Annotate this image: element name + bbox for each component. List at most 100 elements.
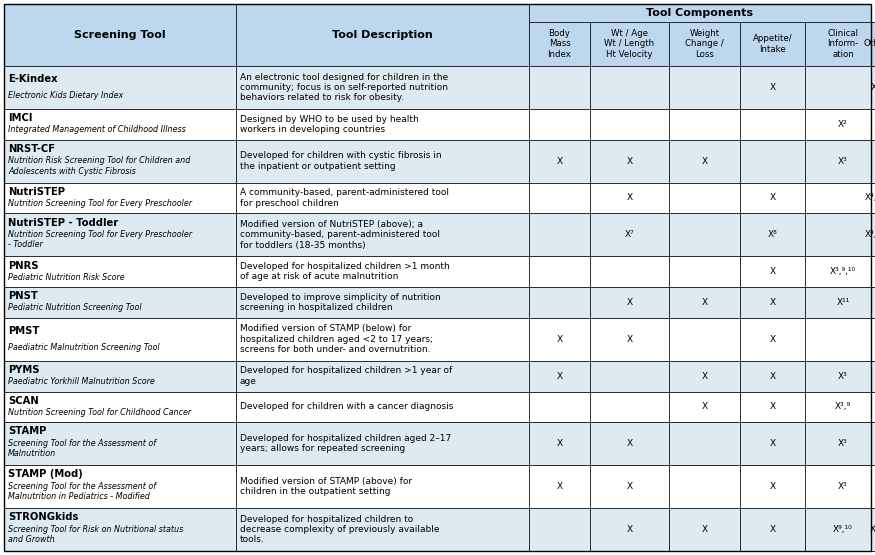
Text: Nutrition Screening Tool for Every Preschooler: Nutrition Screening Tool for Every Presc… [8, 199, 192, 208]
Bar [4, 465, 236, 508]
Bar [4, 256, 236, 287]
Bar [529, 183, 590, 213]
Bar [4, 287, 236, 318]
Bar [236, 287, 529, 318]
Bar [871, 213, 875, 256]
Text: X³: X³ [838, 157, 848, 165]
Bar [740, 391, 805, 422]
Bar [669, 109, 740, 140]
Text: X: X [626, 525, 633, 534]
Bar [871, 361, 875, 391]
Bar [871, 422, 875, 465]
Text: NutriSTEP - Toddler: NutriSTEP - Toddler [8, 218, 118, 228]
Text: STRONGkids: STRONGkids [8, 512, 79, 522]
Bar [590, 422, 669, 465]
Text: X: X [556, 482, 563, 491]
Bar [669, 256, 740, 287]
Bar [669, 508, 740, 551]
Bar [529, 318, 590, 361]
Bar [590, 287, 669, 318]
Bar [590, 109, 669, 140]
Text: X³: X³ [838, 372, 848, 381]
Bar [236, 361, 529, 391]
Text: X: X [769, 525, 775, 534]
Bar [740, 287, 805, 318]
Bar [740, 508, 805, 551]
Text: X⁸: X⁸ [767, 230, 777, 239]
Bar [529, 391, 590, 422]
Text: NRST-CF: NRST-CF [8, 144, 55, 154]
Bar [590, 183, 669, 213]
Text: Screening Tool: Screening Tool [74, 30, 166, 40]
Bar [4, 422, 236, 465]
Text: Weight
Change /
Loss: Weight Change / Loss [685, 29, 724, 59]
Text: NutriSTEP: NutriSTEP [8, 187, 65, 197]
Text: X³,⁹: X³,⁹ [835, 402, 851, 411]
Text: An electronic tool designed for children in the
community; focus is on self-repo: An electronic tool designed for children… [240, 73, 448, 102]
Bar [669, 318, 740, 361]
Text: X: X [626, 482, 633, 491]
Text: Electronic Kids Dietary Index: Electronic Kids Dietary Index [8, 90, 123, 100]
Bar [529, 508, 590, 551]
Bar [871, 256, 875, 287]
Text: X: X [769, 267, 775, 276]
Bar [529, 465, 590, 508]
Text: X¹¹: X¹¹ [836, 298, 850, 307]
Bar [805, 183, 875, 213]
Text: X¹²: X¹² [870, 525, 875, 534]
Bar [529, 140, 590, 183]
Text: SCAN: SCAN [8, 396, 38, 406]
Text: X: X [769, 372, 775, 381]
Bar [529, 256, 590, 287]
Text: Nutrition Risk Screening Tool for Children and
Adolescents with Cystic Fibrosis: Nutrition Risk Screening Tool for Childr… [8, 157, 191, 176]
Text: Screening Tool for the Assessment of
Malnutrition in Pediatrics - Modified: Screening Tool for the Assessment of Mal… [8, 482, 156, 501]
Bar [4, 4, 236, 66]
Bar [871, 508, 875, 551]
Text: Modified version of STAMP (below) for
hospitalized children aged <2 to 17 years;: Modified version of STAMP (below) for ho… [240, 324, 433, 354]
Bar [669, 66, 740, 109]
Text: X²: X² [838, 120, 848, 129]
Text: X⁹,¹⁰: X⁹,¹⁰ [833, 525, 853, 534]
Bar [4, 213, 236, 256]
Bar [236, 183, 529, 213]
Bar [236, 4, 529, 66]
Bar [805, 140, 875, 183]
Bar [236, 140, 529, 183]
Bar [740, 318, 805, 361]
Bar [740, 256, 805, 287]
Text: X: X [556, 335, 563, 344]
Bar [871, 109, 875, 140]
Text: Tool Components: Tool Components [647, 8, 753, 18]
Text: A community-based, parent-administered tool
for preschool children: A community-based, parent-administered t… [240, 188, 449, 208]
Text: Clinical
Inform-
ation: Clinical Inform- ation [828, 29, 858, 59]
Text: IMCI: IMCI [8, 113, 32, 123]
Text: X: X [556, 157, 563, 165]
Bar [590, 66, 669, 109]
Text: Modified version of STAMP (above) for
children in the outpatient setting: Modified version of STAMP (above) for ch… [240, 477, 412, 496]
Text: PMST: PMST [8, 326, 39, 336]
Text: Developed for children with a cancer diagnosis: Developed for children with a cancer dia… [240, 402, 453, 411]
Bar [590, 318, 669, 361]
Bar [871, 183, 875, 213]
Bar [805, 508, 875, 551]
Bar [669, 22, 740, 66]
Text: PNST: PNST [8, 291, 38, 301]
Bar [871, 465, 875, 508]
Bar [669, 213, 740, 256]
Text: X: X [556, 372, 563, 381]
Text: E-Kindex: E-Kindex [8, 74, 58, 84]
Bar [236, 66, 529, 109]
Text: X¹: X¹ [872, 83, 875, 92]
Bar [590, 213, 669, 256]
Text: X: X [702, 372, 708, 381]
Bar [236, 318, 529, 361]
Bar [669, 361, 740, 391]
Bar [4, 391, 236, 422]
Text: X³: X³ [838, 439, 848, 448]
Text: Designed by WHO to be used by health
workers in developing countries: Designed by WHO to be used by health wor… [240, 114, 419, 134]
Bar [529, 287, 590, 318]
Text: X: X [626, 335, 633, 344]
Text: X⁷: X⁷ [625, 230, 634, 239]
Text: Developed for hospitalized children to
decrease complexity of previously availab: Developed for hospitalized children to d… [240, 514, 439, 544]
Text: Nutrition Screening Tool for Childhood Cancer: Nutrition Screening Tool for Childhood C… [8, 408, 191, 417]
